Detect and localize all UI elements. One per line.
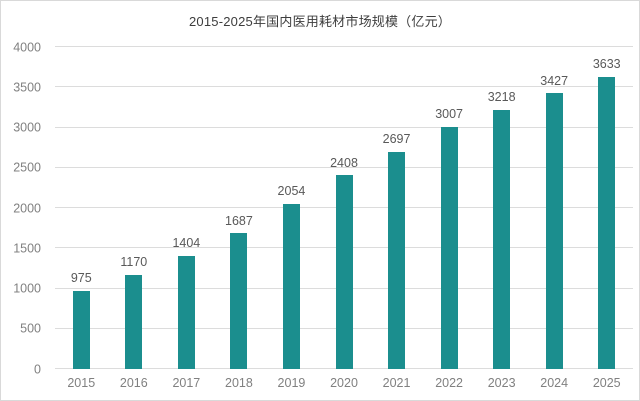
y-tick-label-2500: 2500 — [13, 160, 41, 175]
bar-column-2020: 2408 — [318, 47, 371, 369]
bar-column-2024: 3427 — [528, 47, 581, 369]
bar-2024 — [545, 93, 563, 369]
x-axis: 2015 2016 2017 2018 2019 2020 2021 2022 2023 2024… — [55, 373, 633, 395]
x-tick-label-2019: 2019 — [277, 376, 306, 390]
bar-2023 — [493, 109, 511, 369]
y-tick-label-2000: 2000 — [13, 200, 41, 215]
bar-2019 — [282, 203, 300, 369]
x-tick-label-2023: 2023 — [487, 376, 516, 390]
x-tick-label-2016: 2016 — [119, 376, 148, 390]
x-tick-label-2017: 2017 — [172, 376, 201, 390]
plot-area: 975 1170 1404 1687 2054 2408 2697 3007 3218 3427 3… — [55, 46, 633, 369]
bar-2020 — [335, 175, 353, 369]
bars-row: 975 1170 1404 1687 2054 2408 2697 3007 3218 3427 3… — [55, 47, 633, 369]
bar-column-2021: 2697 — [370, 47, 423, 369]
bar-value-label-2020: 2408 — [330, 155, 358, 170]
gridline-3000 — [55, 126, 633, 128]
bar-value-label-2022: 3007 — [435, 107, 463, 122]
x-tick-label-2022: 2022 — [435, 376, 463, 390]
y-tick-label-3500: 3500 — [13, 80, 41, 94]
bar-value-label-2021: 2697 — [382, 132, 411, 147]
chart-title: 2015-2025年国内医用耗材市场规模（亿元） — [189, 14, 451, 29]
y-tick-label-0: 0 — [34, 361, 41, 376]
y-tick-label-1000: 1000 — [13, 281, 41, 296]
bar-column-2025: 3633 — [580, 47, 633, 369]
gridline-2500 — [55, 166, 633, 168]
x-tick-label-2020: 2020 — [330, 376, 358, 390]
bar-value-label-2023: 3218 — [487, 90, 516, 105]
x-tick-label-2021: 2021 — [382, 376, 411, 390]
bar-column-2015: 975 — [55, 47, 108, 369]
y-tick-label-1500: 1500 — [13, 241, 41, 255]
x-tick-label-2015: 2015 — [67, 376, 96, 390]
y-axis: 0 500 1000 1500 2000 2500 3000 3500 4000 — [1, 41, 47, 375]
bar-column-2022: 3007 — [423, 47, 476, 369]
bar-column-2018: 1687 — [213, 47, 266, 369]
bar-column-2016: 1170 — [108, 47, 161, 369]
gridline-4000 — [55, 46, 633, 47]
bar-value-label-2016: 1170 — [120, 255, 148, 270]
bar-2022 — [440, 126, 458, 369]
bar-2016 — [125, 274, 143, 369]
bar-value-label-2015: 975 — [70, 271, 92, 286]
x-tick-label-2025: 2025 — [592, 376, 621, 390]
bar-value-label-2018: 1687 — [225, 213, 253, 228]
y-tick-label-500: 500 — [20, 321, 41, 336]
x-tick-label-2024: 2024 — [540, 376, 569, 390]
bar-2018 — [230, 233, 248, 369]
bar-value-label-2017: 1404 — [172, 236, 201, 251]
gridline-3500 — [55, 86, 633, 88]
bar-column-2017: 1404 — [160, 47, 213, 369]
bar-2015 — [72, 290, 90, 369]
bar-value-label-2024: 3427 — [540, 73, 569, 88]
bar-value-label-2019: 2054 — [277, 184, 306, 199]
y-tick-label-4000: 4000 — [13, 39, 41, 54]
bar-2017 — [177, 255, 195, 369]
y-tick-label-3000: 3000 — [13, 120, 41, 135]
bar-2025 — [598, 76, 616, 369]
bar-column-2019: 2054 — [265, 47, 318, 369]
x-tick-label-2018: 2018 — [225, 376, 253, 390]
bar-column-2023: 3218 — [475, 47, 528, 369]
bar-value-label-2025: 3633 — [592, 57, 621, 72]
bar-2021 — [388, 151, 406, 369]
